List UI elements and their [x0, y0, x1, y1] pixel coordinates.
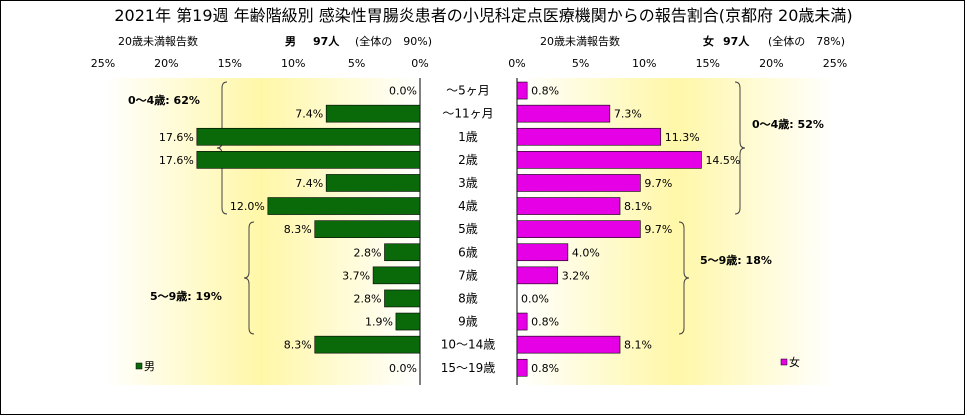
female-group-label-5-9: 5～9歳: 18% — [700, 253, 772, 267]
category-label: 1歳 — [458, 130, 478, 144]
category-label: 3歳 — [458, 176, 478, 190]
category-label: 4歳 — [458, 199, 478, 213]
female-axis-tick-label: 15% — [696, 57, 720, 70]
male-header-share: (全体の 90%) — [355, 35, 433, 48]
category-label: 5歳 — [458, 222, 478, 236]
male-bar — [196, 151, 421, 169]
female-value-label: 9.7% — [644, 177, 672, 190]
male-axis-tick-label: 20% — [154, 57, 178, 70]
female-bar — [516, 335, 621, 354]
female-axis-tick-label: 10% — [632, 57, 656, 70]
female-bar — [516, 197, 621, 215]
category-label: 6歳 — [458, 245, 478, 259]
female-axis-tick-label: 20% — [759, 57, 783, 70]
female-value-label: 9.7% — [644, 223, 672, 236]
female-group-label-0-4: 0～4歳: 52% — [752, 117, 824, 131]
male-axis-tick-label: 0% — [411, 57, 428, 70]
chart-title: 2021年 第19週 年齢階級別 感染性胃腸炎患者の小児科定点医療機関からの報告… — [114, 6, 853, 25]
female-header-label: 20歳未満報告数 — [540, 35, 620, 48]
female-bar — [516, 243, 569, 262]
male-bar — [196, 127, 421, 146]
male-axis-tick-label: 10% — [281, 57, 305, 70]
male-bar — [314, 335, 421, 354]
male-value-label: 2.8% — [354, 292, 382, 305]
female-value-label: 7.3% — [614, 108, 642, 121]
male-group-label-0-4: 0～4歳: 62% — [128, 93, 200, 107]
category-label: 7歳 — [458, 268, 478, 282]
female-value-label: 4.0% — [572, 246, 600, 259]
male-value-label: 7.4% — [295, 108, 323, 121]
female-value-label: 8.1% — [624, 339, 652, 352]
male-group-label-5-9: 5～9歳: 19% — [150, 289, 222, 303]
female-bar — [516, 127, 662, 146]
female-value-label: 0.8% — [531, 85, 559, 98]
female-value-label: 0.8% — [531, 362, 559, 375]
male-value-label: 3.7% — [342, 269, 370, 282]
female-header-count: 97人 — [723, 35, 750, 48]
female-header-sex: 女 — [703, 35, 714, 48]
female-axis-tick-label: 25% — [823, 57, 847, 70]
male-group-brace-5-9 — [243, 221, 255, 335]
male-value-label: 8.3% — [284, 339, 312, 352]
male-value-label: 17.6% — [159, 154, 194, 167]
female-header-share: (全体の 78%) — [768, 35, 846, 48]
category-label: 9歳 — [458, 315, 478, 329]
female-bar — [516, 358, 528, 377]
female-bar — [516, 220, 641, 238]
female-bar — [516, 151, 702, 169]
male-bar — [267, 197, 421, 215]
female-legend-label: 女 — [789, 355, 800, 369]
female-value-label: 0.8% — [531, 316, 559, 329]
female-bar — [516, 104, 611, 123]
category-label: ～11ヶ月 — [442, 107, 493, 121]
female-group-brace-0-4 — [734, 81, 746, 215]
male-value-label: 17.6% — [159, 131, 194, 144]
male-axis-tick-label: 15% — [218, 57, 242, 70]
male-value-label: 8.3% — [284, 223, 312, 236]
male-group-brace-0-4 — [216, 81, 228, 215]
male-legend-label: 男 — [144, 360, 155, 373]
female-value-label: 14.5% — [705, 154, 740, 167]
female-legend-swatch — [780, 358, 788, 366]
category-label: 15～19歳 — [441, 361, 496, 375]
female-value-label: 0.0% — [521, 292, 549, 305]
male-axis-tick-label: 25% — [91, 57, 115, 70]
male-value-label: 7.4% — [295, 177, 323, 190]
male-value-label: 12.0% — [230, 200, 265, 213]
male-legend-swatch — [135, 362, 143, 370]
male-axis-tick-label: 5% — [348, 57, 365, 70]
male-bar — [384, 243, 421, 262]
female-bar — [516, 81, 528, 100]
male-value-label: 0.0% — [389, 362, 417, 375]
male-value-label: 1.9% — [365, 316, 393, 329]
female-value-label: 3.2% — [562, 269, 590, 282]
category-label: 2歳 — [458, 153, 478, 167]
female-bar — [516, 174, 641, 192]
category-label: 8歳 — [458, 291, 478, 305]
female-bar — [516, 266, 559, 285]
male-value-label: 0.0% — [389, 85, 417, 98]
male-header-count: 97人 — [313, 35, 340, 48]
male-bar — [314, 220, 421, 238]
female-bar — [516, 312, 528, 331]
male-bar — [395, 312, 421, 331]
category-label: 10～14歳 — [441, 338, 496, 352]
category-label: ～5ヶ月 — [446, 84, 490, 98]
male-bar — [384, 289, 421, 308]
female-group-brace-5-9 — [678, 221, 690, 335]
male-header-sex: 男 — [285, 35, 296, 48]
female-axis-tick-label: 5% — [572, 57, 589, 70]
male-value-label: 2.8% — [354, 246, 382, 259]
male-bar — [325, 174, 421, 192]
female-value-label: 8.1% — [624, 200, 652, 213]
male-header-label: 20歳未満報告数 — [118, 35, 198, 48]
male-bar — [325, 104, 421, 123]
female-value-label: 11.3% — [665, 131, 700, 144]
female-axis-tick-label: 0% — [508, 57, 525, 70]
male-bar — [372, 266, 421, 285]
